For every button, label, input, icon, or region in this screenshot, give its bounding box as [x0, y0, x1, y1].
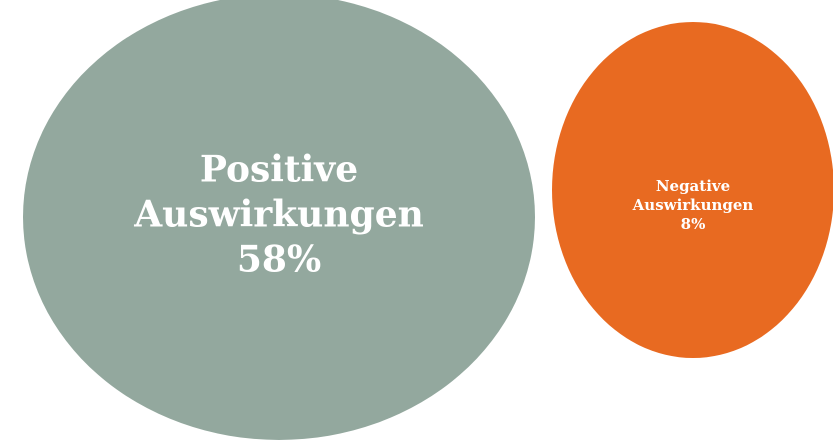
bubble-label: Negative Auswirkungen 8%: [618, 177, 768, 233]
bubble-label: Positive Auswirkungen 58%: [114, 148, 444, 283]
bubble: [552, 22, 833, 358]
category-label: Negative Auswirkungen: [632, 176, 754, 214]
value-label: 58%: [236, 238, 322, 281]
value-label: 8%: [680, 214, 706, 233]
category-label: Positive Auswirkungen: [134, 148, 424, 236]
bubble: [23, 0, 535, 440]
